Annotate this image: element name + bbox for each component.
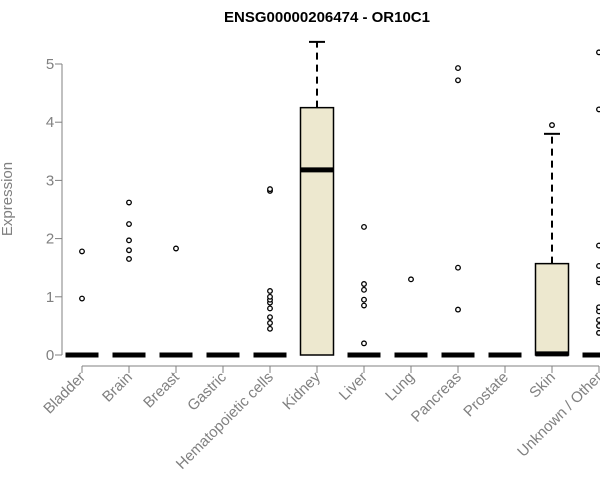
outlier-point [126,256,132,262]
outlier-point [126,237,132,244]
outlier-point [596,276,600,283]
box-kidney [299,40,335,356]
box-bladder [65,248,99,358]
outlier-point [126,221,132,227]
outlier-point [596,322,600,329]
outlier-point [361,340,367,347]
box-skin [534,122,570,357]
outlier-point [596,106,600,113]
outlier-point [455,264,461,271]
outlier-point [596,242,600,249]
outlier-point [596,49,600,56]
outlier-point [549,122,555,129]
outlier-point [173,245,179,252]
outlier-point [267,293,273,300]
box-brain [112,199,146,358]
outlier-point [361,302,367,309]
y-tick-label: 5 [46,56,54,73]
box-unknown-other [582,49,600,358]
outlier-point [79,248,85,255]
outlier-point [267,320,273,326]
outlier-point [455,306,461,313]
outlier-point [408,276,414,283]
y-axis-label: Expression [0,162,16,236]
x-tick-label: Breast [140,368,183,411]
chart-title: ENSG00000206474 - OR10C1 [224,9,430,26]
y-tick-label: 0 [46,347,54,364]
outlier-point [267,325,273,332]
box-breast [159,245,193,358]
y-tick-label: 3 [46,172,54,189]
box-iqr [299,106,335,356]
outlier-point [267,314,273,321]
outlier-point [361,281,367,287]
box-lung [394,276,428,358]
boxes-layer [65,40,600,358]
outlier-point [596,263,600,269]
x-tick-label: Liver [336,369,371,404]
x-tick-label: Gastric [184,368,230,414]
outlier-point [267,288,273,294]
outlier-point [126,247,132,254]
outlier-point [455,65,461,72]
outlier-point [361,286,367,293]
box-liver [347,224,381,358]
outlier-point [126,199,132,206]
x-tick-label: Lung [382,369,418,405]
outlier-point [596,304,600,311]
x-tick-label: Pancreas [408,369,465,426]
outlier-point [596,317,600,324]
outlier-point [596,329,600,336]
outlier-point [79,295,85,302]
outlier-point [455,77,461,84]
y-tick-label: 1 [46,289,54,306]
box-hematopoietic-cells [253,186,287,358]
x-tick-label: Bladder [40,369,89,418]
y-axis: 0 1 2 3 4 5 [46,56,63,364]
box-iqr [534,262,570,356]
outlier-point [267,186,273,193]
x-tick-label: Kidney [279,368,324,413]
outlier-point [267,305,273,312]
y-tick-label: 4 [46,114,54,131]
outlier-point [361,224,367,230]
outlier-point [361,296,367,303]
y-tick-label: 2 [46,231,54,248]
box-pancreas [441,65,475,358]
x-tick-label: Brain [99,369,136,406]
x-tick-label: Skin [526,369,559,402]
x-tick-label: Prostate [460,369,512,421]
